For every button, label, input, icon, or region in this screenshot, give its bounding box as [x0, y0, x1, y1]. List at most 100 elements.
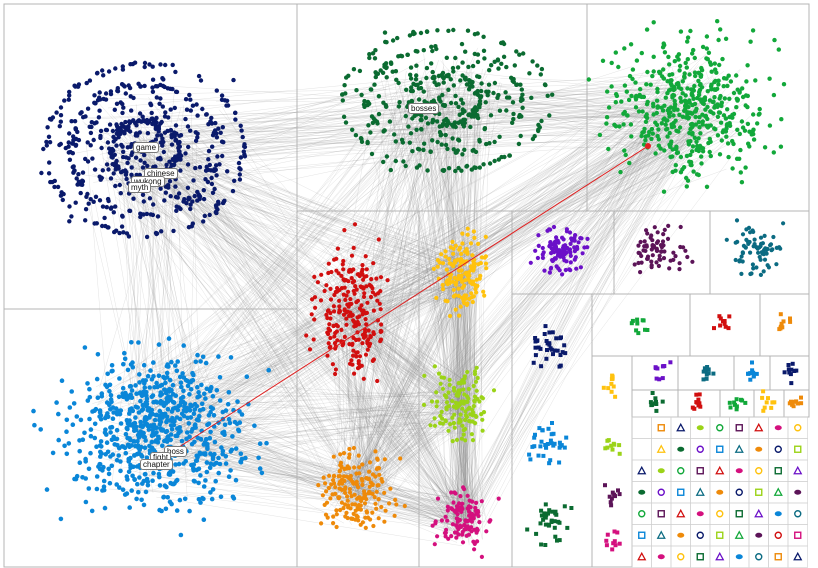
graph-node: [739, 271, 744, 276]
graph-node: [477, 105, 482, 110]
graph-node: [330, 362, 335, 367]
graph-node: [312, 295, 318, 300]
graph-node: [643, 138, 648, 143]
graph-node: [196, 480, 201, 486]
graph-node: [89, 508, 95, 514]
graph-node: [734, 218, 740, 223]
graph-node: [126, 469, 132, 475]
graph-node: [76, 179, 82, 184]
graph-node: [751, 374, 756, 379]
graph-node: [635, 317, 640, 322]
graph-node: [220, 125, 225, 130]
group-box: [709, 459, 730, 482]
graph-node: [354, 350, 359, 355]
graph-node: [159, 229, 164, 234]
graph-node: [567, 247, 573, 252]
graph-node: [233, 117, 238, 122]
group-box: [651, 502, 672, 525]
graph-node: [70, 164, 76, 170]
graph-node: [424, 29, 430, 34]
graph-node: [519, 114, 524, 119]
graph-node: [369, 277, 374, 282]
group-box: [709, 416, 730, 439]
graph-node: [218, 494, 224, 500]
graph-node: [257, 466, 263, 471]
graph-node: [519, 87, 524, 92]
graph-node: [459, 168, 464, 173]
graph-node: [210, 456, 216, 462]
graph-node: [462, 376, 467, 381]
graph-node: [735, 98, 740, 103]
graph-node: [459, 273, 464, 278]
graph-node: [116, 453, 121, 458]
graph-node: [120, 169, 126, 174]
graph-node: [49, 117, 54, 122]
graph-node: [370, 286, 375, 291]
graph-node: [665, 91, 670, 96]
graph-node: [460, 406, 465, 411]
graph-node: [645, 231, 650, 236]
group-box: [651, 416, 672, 439]
graph-node: [562, 343, 567, 348]
graph-node: [699, 161, 704, 166]
graph-node: [625, 113, 630, 118]
graph-node: [342, 334, 347, 339]
graph-node: [680, 91, 685, 96]
graph-node: [142, 152, 147, 158]
graph-node: [52, 184, 57, 190]
graph-node: [454, 437, 460, 442]
graph-node: [550, 509, 555, 514]
graph-node: [135, 405, 140, 410]
graph-node: [437, 130, 443, 135]
graph-node: [133, 383, 138, 388]
graph-node: [453, 243, 458, 248]
graph-node: [185, 185, 191, 190]
graph-node: [466, 396, 471, 401]
graph-node: [487, 141, 492, 146]
graph-node: [139, 497, 144, 503]
graph-node: [400, 140, 406, 145]
graph-node: [377, 301, 382, 306]
group-box: [690, 459, 711, 482]
graph-node: [353, 502, 358, 507]
graph-node: [654, 246, 659, 251]
graph-node: [169, 409, 175, 414]
graph-node: [193, 425, 198, 430]
graph-node: [719, 103, 724, 109]
graph-node: [482, 126, 488, 131]
graph-node: [532, 435, 537, 440]
graph-node: [627, 160, 632, 166]
graph-node: [327, 473, 332, 478]
graph-node: [461, 387, 466, 392]
graph-node: [168, 432, 174, 437]
graph-node: [200, 354, 206, 360]
graph-node: [125, 367, 131, 373]
graph-node: [138, 445, 143, 450]
graph-node: [154, 115, 159, 121]
graph-node: [702, 366, 707, 371]
graph-node: [694, 139, 699, 144]
graph-node: [409, 85, 414, 90]
graph-node: [171, 400, 177, 405]
graph-node: [717, 314, 722, 319]
graph-node: [464, 259, 469, 264]
group-box: [748, 545, 769, 568]
graph-node: [610, 490, 615, 495]
graph-node: [468, 419, 473, 424]
graph-node: [688, 152, 693, 158]
graph-node: [377, 472, 382, 477]
graph-node: [451, 404, 456, 409]
graph-node: [331, 304, 336, 309]
graph-node: [518, 82, 523, 87]
graph-node: [586, 77, 591, 82]
graph-node: [539, 439, 544, 444]
graph-node: [796, 401, 800, 406]
graph-node: [123, 431, 129, 437]
graph-node: [237, 409, 242, 414]
graph-node: [495, 57, 501, 62]
graph-node: [181, 343, 186, 348]
graph-node: [184, 430, 190, 435]
graph-node: [79, 110, 84, 115]
graph-node: [445, 118, 450, 124]
graph-node: [443, 132, 448, 138]
